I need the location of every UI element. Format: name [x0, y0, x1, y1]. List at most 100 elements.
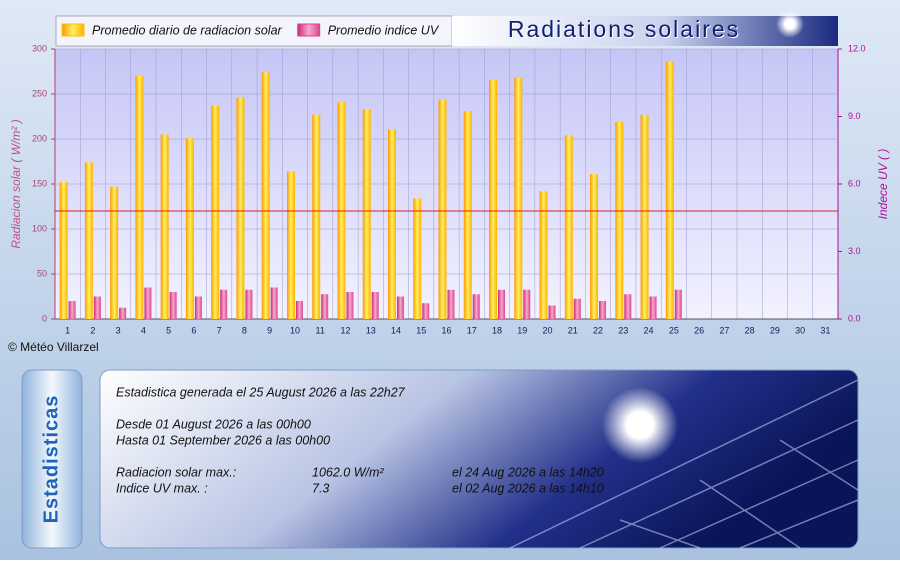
x-tick-label: 23: [618, 325, 628, 335]
legend-swatch: [61, 23, 85, 37]
bar: [387, 129, 396, 319]
x-tick-label: 1: [65, 325, 70, 335]
bar: [599, 301, 607, 319]
bar: [68, 301, 76, 319]
x-tick-label: 27: [719, 325, 729, 335]
bar: [640, 114, 649, 319]
bar: [498, 289, 506, 319]
x-tick-label: 3: [116, 325, 121, 335]
bar: [573, 298, 581, 319]
bar: [674, 289, 682, 319]
bar: [489, 79, 498, 319]
x-tick-label: 13: [366, 325, 376, 335]
bar: [615, 121, 624, 320]
bar: [514, 77, 523, 319]
bar: [523, 289, 531, 319]
legend-label: Promedio diario de radiacion solar: [92, 23, 283, 37]
y2-tick-label: 12.0: [848, 43, 866, 53]
chart-title: Radiations solaires: [508, 16, 740, 42]
bar: [346, 292, 354, 319]
from-text: Desde 01 August 2026 a las 00h00: [116, 417, 311, 431]
bar: [438, 99, 447, 320]
stat-label: Radiacion solar max.:: [116, 465, 236, 479]
x-tick-label: 4: [141, 325, 146, 335]
y-tick-label: 250: [32, 88, 47, 98]
title-box: [452, 16, 838, 46]
x-tick-label: 24: [644, 325, 654, 335]
legend-label: Promedio indice UV: [328, 23, 440, 37]
legend-box: [55, 15, 453, 47]
bar: [185, 138, 194, 319]
sun: [602, 387, 678, 463]
bar: [321, 294, 329, 319]
bar: [84, 162, 93, 319]
bar: [110, 186, 119, 319]
title-sun: [776, 10, 804, 38]
solar-panel-art: [509, 379, 859, 549]
x-tick-label: 22: [593, 325, 603, 335]
x-tick-label: 31: [820, 325, 830, 335]
x-tick-label: 6: [191, 325, 196, 335]
x-tick-label: 30: [795, 325, 805, 335]
x-tick-label: 14: [391, 325, 401, 335]
y2-axis-title: Indece UV ( ): [876, 149, 890, 220]
y-axis-title: Radiacion solar ( W/m² ): [9, 119, 23, 248]
bar: [236, 97, 245, 319]
x-tick-label: 26: [694, 325, 704, 335]
x-tick-label: 18: [492, 325, 502, 335]
to-text: Hasta 01 September 2026 a las 00h00: [116, 433, 330, 447]
bar: [548, 305, 556, 319]
bar: [665, 61, 674, 319]
y-tick-label: 200: [32, 133, 47, 143]
x-tick-label: 9: [267, 325, 272, 335]
x-tick-label: 20: [543, 325, 553, 335]
y2-tick-label: 3.0: [848, 246, 861, 256]
x-tick-label: 16: [441, 325, 451, 335]
bar: [169, 292, 177, 319]
bar: [135, 76, 144, 319]
bar: [463, 111, 472, 319]
stat-value: 7.3: [312, 481, 329, 495]
bar: [422, 303, 430, 319]
x-tick-label: 7: [217, 325, 222, 335]
bar: [211, 105, 220, 319]
x-tick-label: 19: [517, 325, 527, 335]
bar: [220, 289, 228, 319]
bar: [245, 289, 253, 319]
x-tick-label: 17: [467, 325, 477, 335]
x-tick-label: 29: [770, 325, 780, 335]
bar: [93, 296, 101, 319]
bar: [270, 287, 278, 319]
bar: [396, 296, 404, 319]
x-tick-label: 25: [669, 325, 679, 335]
x-tick-label: 5: [166, 325, 171, 335]
bar: [261, 72, 270, 320]
x-tick-label: 12: [340, 325, 350, 335]
credit: © Météo Villarzel: [8, 340, 99, 354]
stat-date: el 24 Aug 2026 a las 14h20: [452, 465, 604, 479]
bar: [371, 292, 379, 319]
chart-title-shadow: Radiations solaires: [509, 17, 741, 43]
x-tick-label: 21: [568, 325, 578, 335]
bar: [312, 114, 321, 319]
bar: [286, 171, 295, 319]
bar: [194, 296, 202, 319]
bar: [295, 301, 303, 319]
x-tick-label: 2: [90, 325, 95, 335]
y-tick-label: 150: [32, 178, 47, 188]
x-tick-label: 10: [290, 325, 300, 335]
bar: [590, 174, 599, 319]
bar: [413, 198, 422, 319]
bar: [119, 307, 127, 319]
bar: [59, 182, 68, 319]
bar: [564, 135, 573, 319]
bar: [447, 289, 455, 319]
y-tick-label: 50: [37, 268, 47, 278]
stat-label: Indice UV max. :: [116, 481, 208, 495]
y-tick-label: 100: [32, 223, 47, 233]
side-tab: [21, 369, 83, 549]
bar: [362, 109, 371, 319]
y-tick-label: 300: [32, 43, 47, 53]
y2-tick-label: 6.0: [848, 178, 861, 188]
